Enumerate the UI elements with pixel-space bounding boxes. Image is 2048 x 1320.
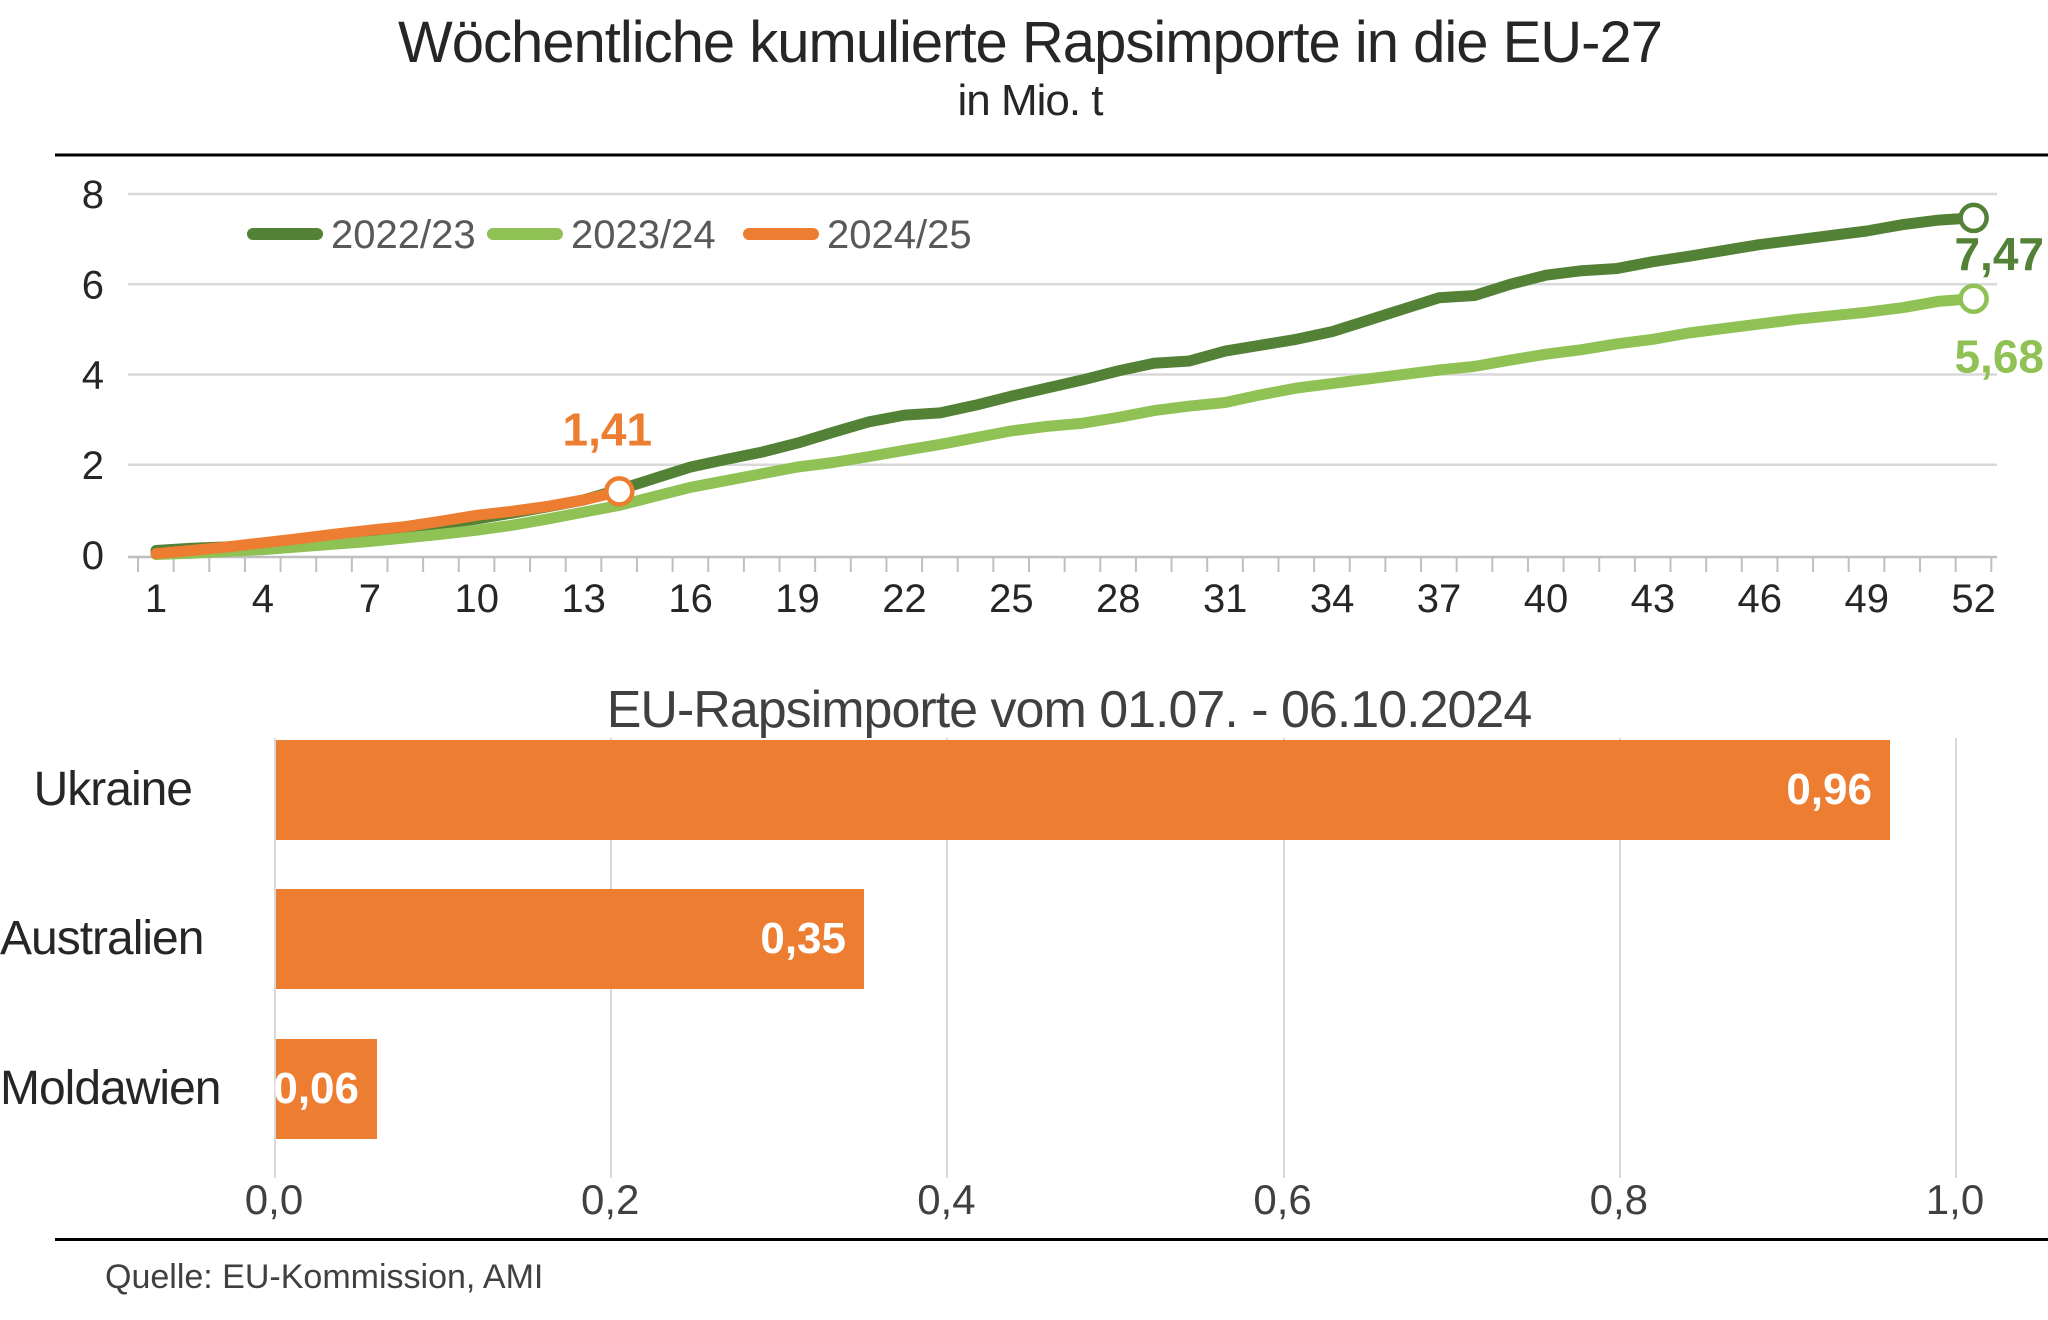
bar-axis-tick-0,8 xyxy=(1618,1164,1621,1178)
line-chart-legend: 2022/23 2023/24 2024/25 xyxy=(247,213,972,257)
bar-axis-tick-0,4 xyxy=(946,1164,949,1178)
series-line-2022/23 xyxy=(150,212,1980,556)
legend-label-2023/24: 2023/24 xyxy=(571,213,716,257)
x-tick-label-37: 37 xyxy=(1417,577,1462,621)
bottom-rule xyxy=(55,1238,2048,1241)
line-chart-x-axis: 1 4 7 10 13 16 19 22 25 28 31 34 37 40 43 46 49 52 xyxy=(128,555,1997,621)
line-chart-subtitle: in Mio. t xyxy=(957,76,1103,125)
line-chart-title: Wöchentliche kumulierte Rapsimporte in d… xyxy=(398,10,1662,75)
series-end-marker-2022/23 xyxy=(1958,202,1989,234)
bar-x-tick-label-0,2: 0,2 xyxy=(580,1176,640,1223)
bar-Ukraine: 0,96 xyxy=(276,740,1890,840)
y-tick-label-0: 0 xyxy=(82,534,104,578)
y-tick-label-6: 6 xyxy=(82,263,104,307)
x-tick-label-28: 28 xyxy=(1096,577,1141,621)
line-chart-series: 7,47 5,68 1,41 xyxy=(150,202,2044,561)
x-tick-label-34: 34 xyxy=(1310,577,1355,621)
bar-axis-tick-0,6 xyxy=(1282,1164,1285,1178)
bar-x-tick-label-1,0: 1,0 xyxy=(1925,1176,1985,1223)
x-tick-label-16: 16 xyxy=(668,577,713,621)
bar-gridline-x-1,0 xyxy=(1955,738,1957,1164)
x-tick-label-4: 4 xyxy=(252,577,274,621)
bar-category-label-Australien: Australien xyxy=(0,912,204,965)
bar-chart-eu-rapeseed-imports: EU-Rapsimporte vom 01.07. - 06.10.2024 0… xyxy=(0,660,2048,1240)
series-end-label-2024/25: 1,41 xyxy=(563,403,653,455)
bar-category-label-Ukraine: Ukraine xyxy=(33,763,193,816)
series-end-label-2022/23: 7,47 xyxy=(1954,228,2044,280)
bar-gridline-x-0,4 xyxy=(946,738,949,1164)
series-line-2023/24 xyxy=(150,293,1980,561)
bar-value-label-Ukraine: 0,96 xyxy=(1786,765,1872,814)
x-tick-label-22: 22 xyxy=(882,577,927,621)
y-tick-label-2: 2 xyxy=(82,444,104,488)
bar-x-tick-label-0,6: 0,6 xyxy=(1253,1176,1312,1223)
x-tick-label-31: 31 xyxy=(1203,577,1248,621)
source-note: Quelle: EU-Kommission, AMI xyxy=(105,1258,544,1296)
x-tick-label-25: 25 xyxy=(989,577,1034,621)
bar-chart-title: EU-Rapsimporte vom 01.07. - 06.10.2024 xyxy=(606,681,1533,739)
bar-gridline-x-0,6 xyxy=(1282,738,1285,1164)
series-end-label-2023/24: 5,68 xyxy=(1954,331,2044,383)
bar-x-tick-label-0,4: 0,4 xyxy=(917,1176,976,1223)
bar-x-tick-label-0,0: 0,0 xyxy=(244,1176,304,1223)
bar-gridline-x-0,8 xyxy=(1618,738,1621,1164)
bar-x-tick-label-0,8: 0,8 xyxy=(1589,1176,1648,1223)
bar-Australien: 0,35 xyxy=(276,889,864,989)
series-end-marker-2024/25 xyxy=(604,476,635,507)
y-tick-label-4: 4 xyxy=(82,354,104,398)
bar-Moldawien: 0,06 xyxy=(273,1039,377,1139)
bar-axis-tick-0,2 xyxy=(610,1164,613,1178)
x-tick-label-49: 49 xyxy=(1844,577,1889,621)
bar-category-label-Moldawien: Moldawien xyxy=(0,1062,221,1115)
bar-axis-tick-0,0 xyxy=(274,1164,276,1178)
bar-axis-tick-1,0 xyxy=(1955,1164,1957,1178)
x-tick-label-19: 19 xyxy=(775,577,820,621)
x-tick-label-1: 1 xyxy=(145,577,167,621)
bar-gridline-x-0,0 xyxy=(274,738,276,1164)
x-tick-label-40: 40 xyxy=(1524,577,1569,621)
line-chart-gridlines xyxy=(128,192,1997,466)
x-tick-label-46: 46 xyxy=(1738,577,1783,621)
series-end-marker-2023/24 xyxy=(1958,283,1989,314)
y-tick-label-8: 8 xyxy=(82,173,104,217)
legend-label-2024/25: 2024/25 xyxy=(827,213,972,257)
bar-value-label-Australien: 0,35 xyxy=(760,914,846,963)
bar-value-label-Moldawien: 0,06 xyxy=(273,1064,359,1113)
line-chart-weekly-rapeseed-imports: Wöchentliche kumulierte Rapsimporte in d… xyxy=(55,10,2048,621)
x-tick-label-10: 10 xyxy=(455,577,500,621)
line-chart-y-axis-labels: 0 2 4 6 8 xyxy=(82,173,104,578)
x-tick-label-13: 13 xyxy=(561,577,606,621)
series-line-2024/25 xyxy=(150,485,625,560)
legend-label-2022/23: 2022/23 xyxy=(331,213,476,257)
bar-chart-plot-area: 0,96 0,35 0,06 xyxy=(273,738,2010,1178)
x-tick-label-43: 43 xyxy=(1631,577,1676,621)
x-tick-label-52: 52 xyxy=(1951,577,1996,621)
x-tick-label-7: 7 xyxy=(359,577,381,621)
